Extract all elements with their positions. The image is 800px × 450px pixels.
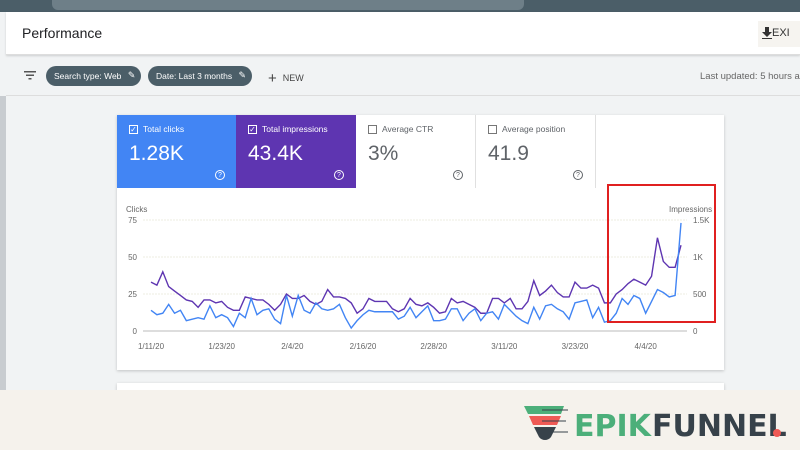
metric-value: 3% [368,142,399,165]
checkbox-icon[interactable] [368,124,377,134]
metric-value: 1.28K [129,142,184,165]
search-type-chip[interactable]: Search type: Web ✎ [46,66,142,86]
logo-text-funnel: FUNNEL [652,409,787,443]
metric-average-ctr[interactable]: Average CTR 3% ? [356,115,476,188]
export-button[interactable]: EXI [758,21,800,47]
filter-bar: Search type: Web ✎ Date: Last 3 months ✎ +… [6,58,800,96]
plus-icon: + [268,70,277,87]
last-updated: Last updated: 5 hours a [700,71,800,82]
metric-total-impressions[interactable]: ✓ Total impressions 43.4K ? [236,115,356,188]
series-line-clicks [150,222,682,330]
metric-total-clicks[interactable]: ✓ Total clicks 1.28K ? [117,115,237,188]
metric-value: 41.9 [488,142,529,165]
help-icon[interactable]: ? [453,170,463,180]
checkbox-checked-icon[interactable]: ✓ [248,124,257,134]
checkbox-checked-icon[interactable]: ✓ [129,124,138,134]
download-icon [762,27,772,39]
y-left-tick: 75 [128,216,137,225]
y-left-tick: 50 [128,253,137,262]
metric-label: Total clicks [143,124,185,134]
performance-card: ✓ Total clicks 1.28K ? ✓ Total impressions… [117,115,724,370]
x-tick: 1/11/20 [138,342,165,351]
y-left-tick: 0 [133,327,138,336]
x-tick: 3/11/20 [491,342,518,351]
browser-top-bar [0,0,800,12]
y-right-label: Impressions [669,205,712,214]
help-icon[interactable]: ? [334,170,344,180]
edit-icon: ✎ [238,70,247,80]
metric-label: Average position [502,124,566,134]
epik-funnel-logo: EPIK FUNNEL [524,406,787,443]
metric-value: 43.4K [248,142,303,165]
checkbox-icon[interactable] [488,124,497,134]
date-chip[interactable]: Date: Last 3 months ✎ [148,66,253,86]
y-right-tick: 1.5K [693,216,710,225]
metric-label: Total impressions [262,124,328,134]
y-right-tick: 500 [693,290,707,299]
x-tick: 3/23/20 [562,342,589,351]
y-left-tick: 25 [128,290,137,299]
logo-text-epik: EPIK [574,409,653,443]
new-label: NEW [282,73,304,83]
x-tick: 2/16/20 [350,342,377,351]
x-tick: 1/23/20 [208,342,235,351]
x-tick: 2/4/20 [281,342,304,351]
x-tick: 2/28/20 [420,342,447,351]
secondary-card [117,383,724,393]
metric-average-position[interactable]: Average position 41.9 ? [476,115,596,188]
help-icon[interactable]: ? [215,170,225,180]
help-icon[interactable]: ? [573,170,583,180]
edit-icon: ✎ [127,70,136,80]
page-header: Performance EXI [6,12,800,55]
metric-label: Average CTR [382,124,434,134]
chip-label: Date: Last 3 months [156,71,233,81]
y-left-label: Clicks [126,205,147,214]
chip-label: Search type: Web [54,71,122,81]
y-right-tick: 1K [693,253,703,262]
export-label: EXI [772,27,790,39]
scrollbar[interactable] [0,96,6,390]
highlight-box [607,184,716,323]
y-right-tick: 0 [693,327,698,336]
footer-band [0,390,800,450]
new-filter-button[interactable]: + NEW [268,68,304,87]
filter-icon[interactable] [24,71,36,80]
x-tick: 4/4/20 [635,342,658,351]
browser-tab[interactable] [52,0,524,10]
page-title: Performance [22,25,103,41]
series-line-impressions [150,237,682,315]
